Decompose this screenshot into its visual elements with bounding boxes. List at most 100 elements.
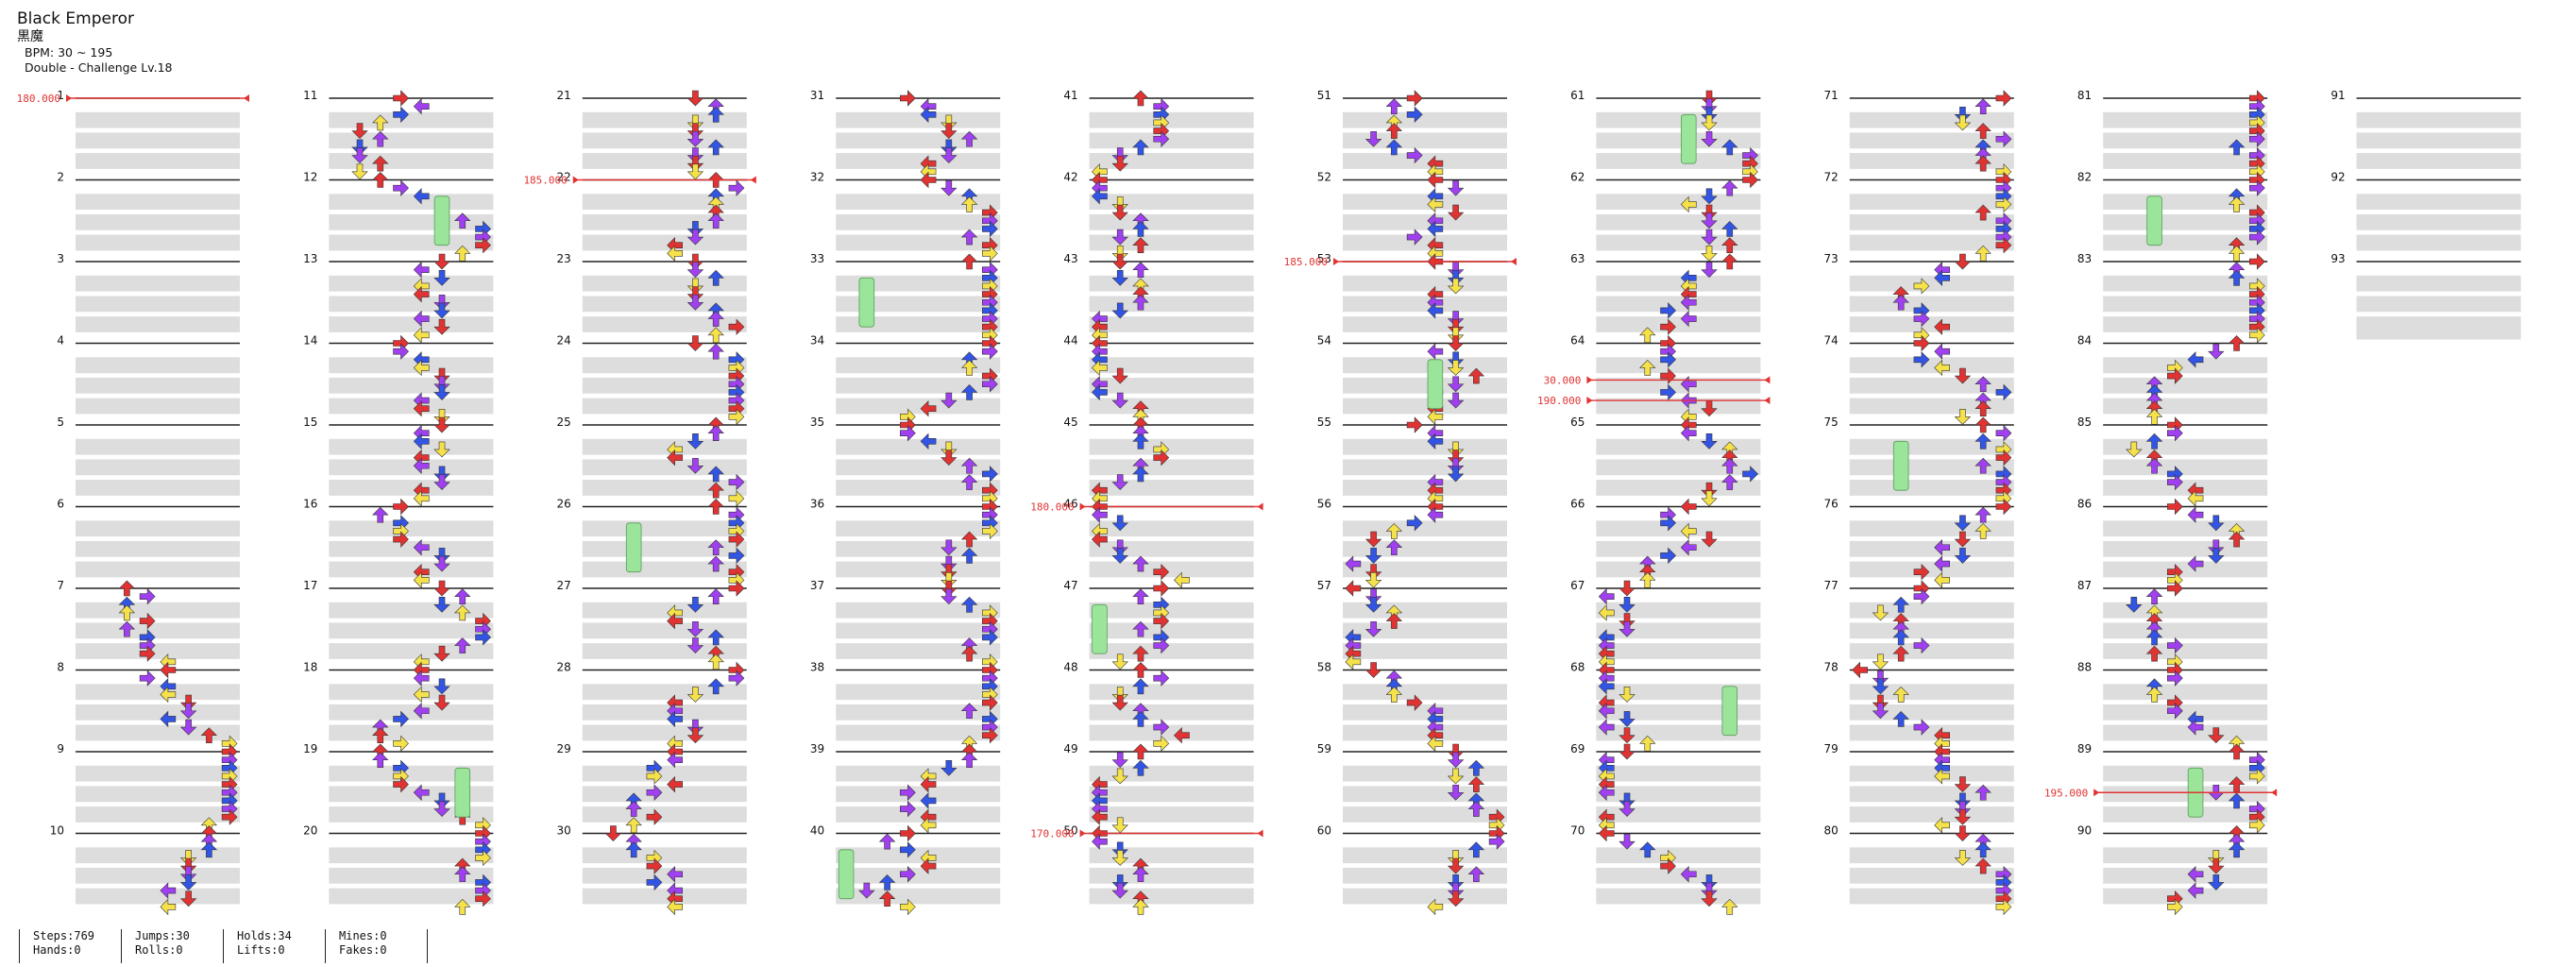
arrow-shape (1639, 735, 1656, 752)
beat-band (329, 643, 494, 659)
measure-number: 22 (557, 171, 571, 184)
step-arrow (179, 850, 197, 866)
arrow-shape (393, 106, 409, 124)
measure: 47 (1063, 579, 1254, 659)
step-arrow (1701, 262, 1718, 279)
bpm-value: 170.000 (1030, 828, 1074, 840)
arrow-shape (728, 179, 745, 196)
arrow-shape (1954, 776, 1972, 793)
step-arrow (200, 727, 218, 744)
arrow-shape (1153, 449, 1170, 467)
arrow-shape (1974, 506, 1991, 523)
arrow-shape (179, 694, 197, 711)
measure: 49 (1063, 742, 1254, 823)
step-arrow (1974, 784, 1991, 801)
beat-band (1849, 377, 2014, 394)
arrow-shape (1974, 123, 1991, 139)
beat-band (1849, 561, 2014, 578)
measure-number: 56 (1317, 498, 1331, 511)
arrow-shape (686, 114, 704, 131)
step-arrow (878, 891, 896, 908)
arrow-shape (1598, 824, 1615, 842)
step-arrow (1913, 278, 1930, 295)
bpm-marker: 190.000 (1537, 395, 1771, 407)
step-arrow (728, 408, 745, 426)
arrow-shape (920, 433, 937, 450)
beat-band (329, 540, 494, 557)
step-arrow (2228, 743, 2246, 760)
step-arrow (1447, 768, 1465, 785)
arrow-shape (2145, 645, 2163, 662)
measure: 46 (1063, 498, 1254, 578)
measure-number: 66 (1570, 498, 1585, 511)
arrow-shape (941, 114, 958, 131)
measure: 92 (2330, 171, 2521, 251)
step-arrow (707, 106, 724, 123)
bpm-tick (66, 94, 72, 102)
measure: 74 (1824, 334, 2014, 415)
step-arrow (686, 335, 704, 351)
arrow-shape (1406, 416, 1423, 433)
step-arrow (1111, 367, 1128, 384)
measure-number: 59 (1317, 742, 1331, 755)
measure: 82 (2077, 171, 2268, 251)
step-arrow (2167, 636, 2183, 654)
step-arrow (1660, 857, 1676, 874)
lifts-count: Lifts:0 (237, 943, 285, 957)
arrow-shape (707, 327, 724, 344)
beat-band (836, 540, 1001, 557)
arrow-shape (1153, 670, 1170, 687)
arrow-shape (393, 735, 409, 753)
arrow-shape (941, 147, 958, 163)
step-arrow (433, 466, 450, 483)
arrow-shape (2167, 703, 2183, 720)
arrow-shape (1598, 784, 1615, 801)
measure-number: 26 (557, 498, 571, 511)
measure-number: 13 (303, 252, 317, 265)
step-arrow (707, 629, 724, 646)
beat-band (1343, 561, 1507, 578)
beat-band (329, 132, 494, 149)
step-arrow (1618, 596, 1635, 613)
arrow-shape (413, 686, 430, 704)
step-arrow (1132, 294, 1149, 311)
beat-band (2356, 296, 2521, 313)
measure-number: 54 (1317, 334, 1331, 348)
measure: 31 (810, 89, 1001, 169)
song-title: Black Emperor (17, 9, 134, 28)
arrow-shape (1721, 179, 1738, 196)
arrow-shape (1660, 857, 1676, 874)
arrow-shape (1385, 539, 1403, 556)
beat-band (329, 765, 494, 782)
mines-count: Mines:0 (339, 929, 387, 942)
measure-number: 69 (1570, 742, 1585, 755)
arrow-shape (878, 874, 896, 891)
hold-note (858, 277, 875, 328)
arrow-shape (1111, 752, 1128, 769)
arrow-shape (1427, 171, 1444, 189)
beat-band (329, 275, 494, 292)
beat-band (582, 459, 747, 476)
beat-band (1849, 480, 2014, 496)
beat-band (836, 622, 1001, 639)
bpm-changes: 180.000185.000180.000170.000185.00030.00… (17, 93, 2278, 840)
step-arrow (433, 384, 450, 400)
arrow-shape (2249, 327, 2265, 344)
measure-number: 35 (810, 416, 824, 429)
step-arrow (139, 670, 156, 687)
bpm-tick (1079, 829, 1086, 838)
beat-band (329, 684, 494, 701)
measure-number: 4 (57, 334, 64, 348)
arrow-shape (960, 196, 978, 212)
measure-number: 5 (57, 416, 64, 429)
arrow-shape (2208, 857, 2225, 874)
step-arrow (1995, 130, 2012, 147)
step-arrow (413, 327, 430, 344)
arrow-shape (433, 678, 450, 695)
arrow-shape (139, 670, 156, 687)
arrow-shape (728, 408, 745, 426)
beat-band (76, 684, 240, 701)
beat-band (329, 867, 494, 884)
arrow-shape (2249, 768, 2265, 785)
arrow-shape (960, 547, 978, 564)
